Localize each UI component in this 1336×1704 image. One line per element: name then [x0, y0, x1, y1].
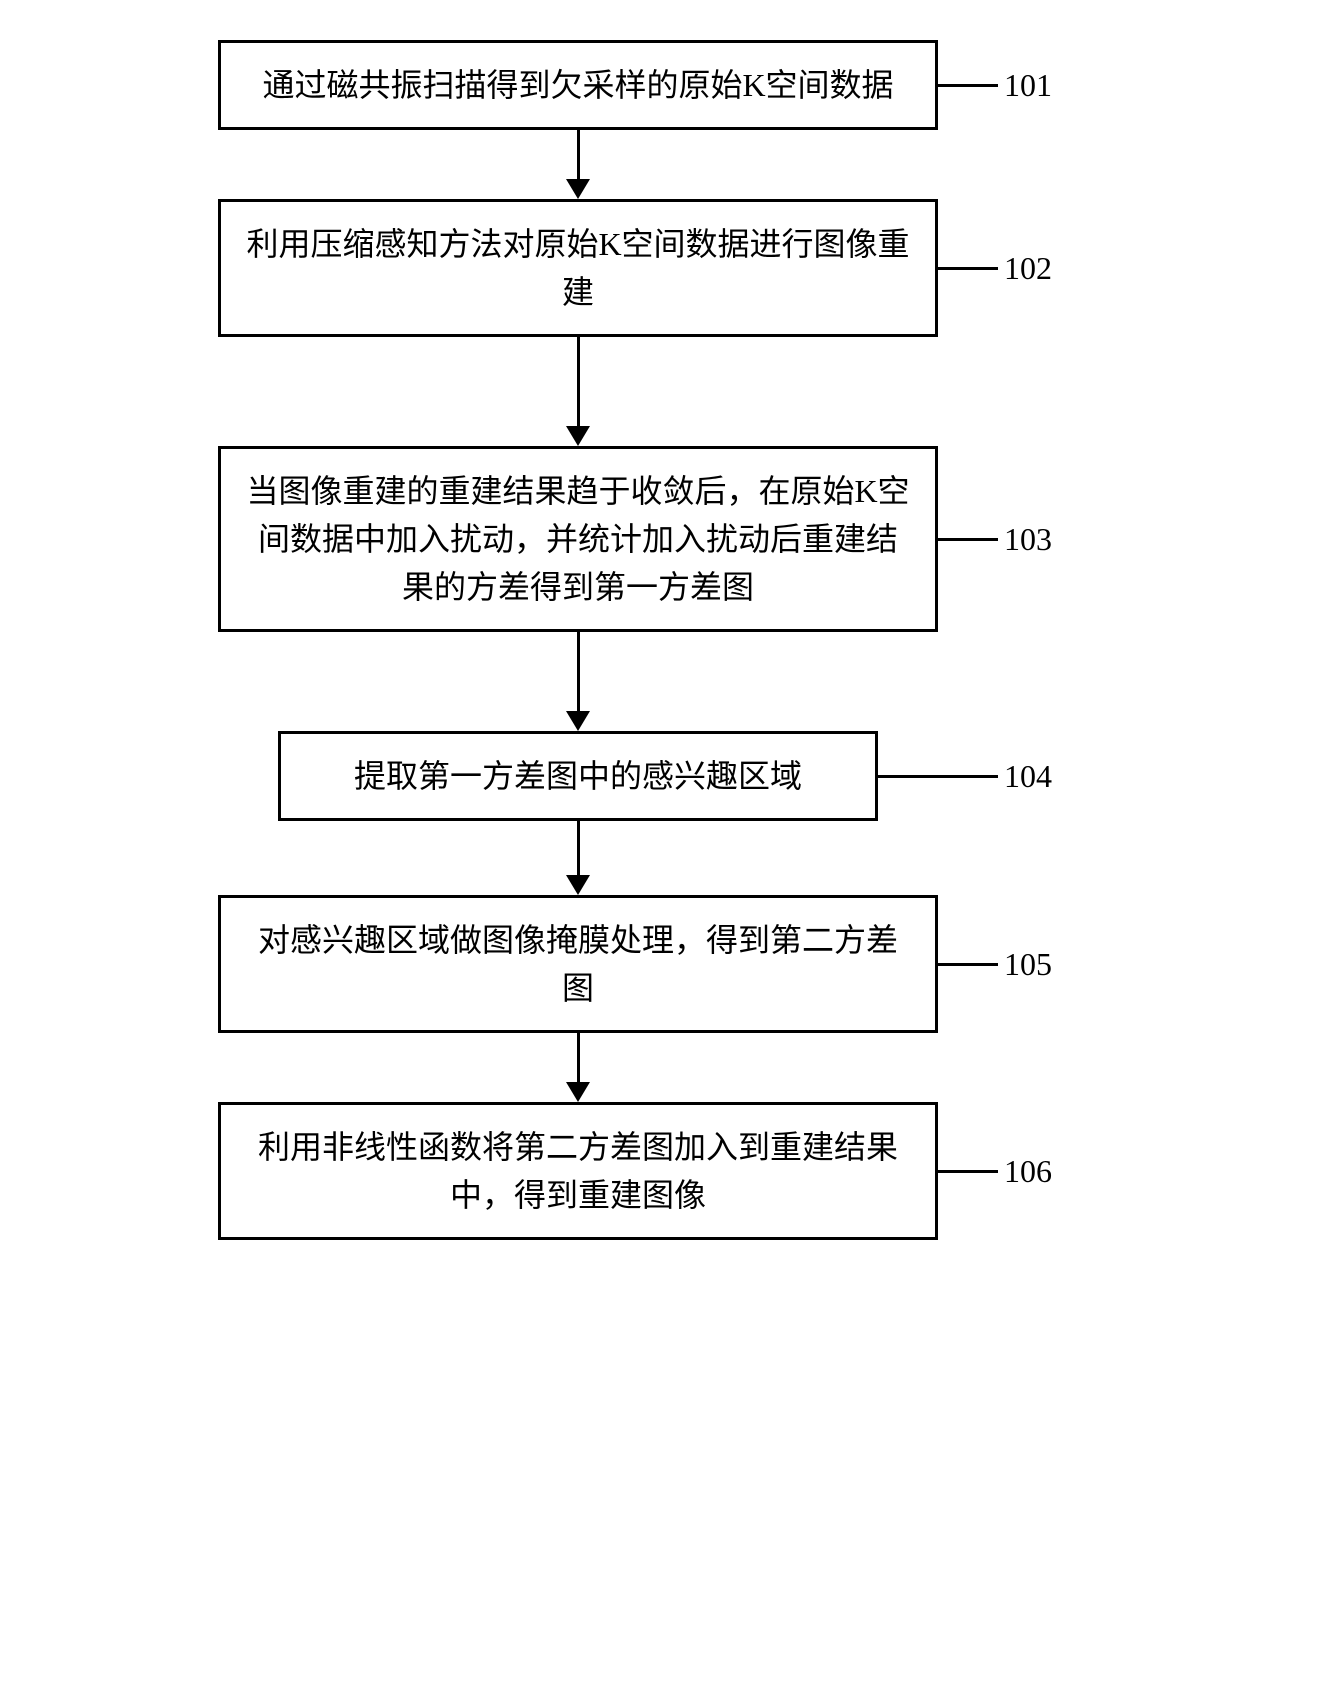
step-label: 102 [1004, 250, 1052, 287]
flowchart-row: 提取第一方差图中的感兴趣区域 104 [218, 731, 1118, 821]
arrow-head-icon [566, 179, 590, 199]
flowchart-row: 利用非线性函数将第二方差图加入到重建结果中，得到重建图像 106 [218, 1102, 1118, 1240]
step-label: 101 [1004, 67, 1052, 104]
step-label: 106 [1004, 1153, 1052, 1190]
step-label: 104 [1004, 758, 1052, 795]
arrow-head-icon [566, 1082, 590, 1102]
connector-line [938, 84, 998, 87]
arrow-head-icon [566, 426, 590, 446]
connector-line [938, 963, 998, 966]
flowchart-step-box: 利用非线性函数将第二方差图加入到重建结果中，得到重建图像 [218, 1102, 938, 1240]
connector-line [878, 775, 998, 778]
flowchart-step-box: 利用压缩感知方法对原始K空间数据进行图像重建 [218, 199, 938, 337]
flow-arrow [566, 1033, 590, 1102]
step-label: 105 [1004, 946, 1052, 983]
arrow-head-icon [566, 711, 590, 731]
arrow-head-icon [566, 875, 590, 895]
flowchart-step-box: 提取第一方差图中的感兴趣区域 [278, 731, 878, 821]
flowchart-row: 利用压缩感知方法对原始K空间数据进行图像重建 102 [218, 199, 1118, 337]
connector-line [938, 267, 998, 270]
flow-arrow [566, 821, 590, 895]
flowchart-row: 对感兴趣区域做图像掩膜处理，得到第二方差图 105 [218, 895, 1118, 1033]
flowchart-step-box: 当图像重建的重建结果趋于收敛后，在原始K空间数据中加入扰动，并统计加入扰动后重建… [218, 446, 938, 632]
flow-arrow [566, 337, 590, 446]
flow-arrow [566, 632, 590, 731]
flow-arrow [566, 130, 590, 199]
step-label: 103 [1004, 521, 1052, 558]
flowchart-row: 通过磁共振扫描得到欠采样的原始K空间数据 101 [218, 40, 1118, 130]
connector-line [938, 538, 998, 541]
connector-line [938, 1170, 998, 1173]
flowchart-step-box: 通过磁共振扫描得到欠采样的原始K空间数据 [218, 40, 938, 130]
flowchart-container: 通过磁共振扫描得到欠采样的原始K空间数据 101 利用压缩感知方法对原始K空间数据进… [218, 40, 1118, 1240]
flowchart-row: 当图像重建的重建结果趋于收敛后，在原始K空间数据中加入扰动，并统计加入扰动后重建… [218, 446, 1118, 632]
flowchart-step-box: 对感兴趣区域做图像掩膜处理，得到第二方差图 [218, 895, 938, 1033]
